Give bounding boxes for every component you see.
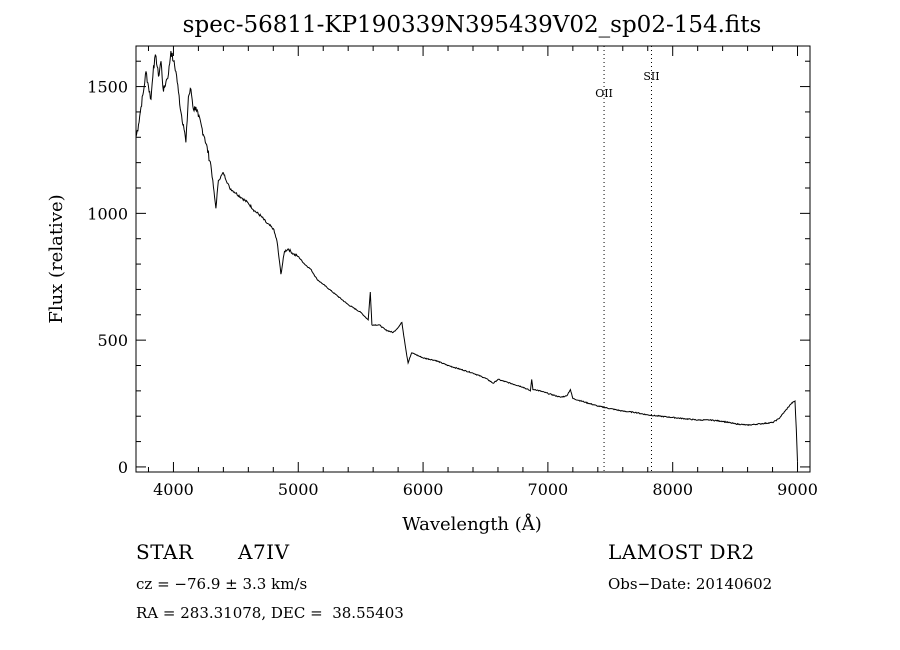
annotation-label: OII — [595, 87, 613, 100]
annotation-label: SII — [643, 70, 659, 83]
x-axis: 4000 5000 6000 7000 8000 9000 — [147, 46, 818, 499]
chart-title: spec-56811-KP190339N395439V02_sp02-154.f… — [183, 12, 762, 38]
plot-frame — [135, 45, 811, 473]
y-tick-label: 1500 — [87, 78, 128, 97]
x-tick-label: 8000 — [652, 480, 693, 499]
y-axis-label: Flux (relative) — [46, 194, 67, 323]
x-tick-label: 5000 — [278, 480, 319, 499]
x-tick-label: 6000 — [403, 480, 444, 499]
coordinates: RA = 283.31078, DEC = 38.55403 — [136, 604, 404, 622]
x-tick-label: 9000 — [777, 480, 818, 499]
x-tick-label: 7000 — [528, 480, 569, 499]
x-axis-label: Wavelength (Å) — [402, 513, 542, 535]
y-axis: 0 500 1000 1500 — [87, 60, 810, 477]
survey-name: LAMOST DR2 — [608, 540, 755, 564]
spectrum-line — [135, 51, 798, 462]
y-tick-label: 1000 — [87, 204, 128, 223]
object-type: STAR — [136, 540, 194, 564]
y-tick-label: 0 — [118, 458, 128, 477]
line-annotations: OII SII — [595, 46, 660, 472]
subclass: A7IV — [238, 540, 290, 564]
y-tick-label: 500 — [97, 331, 128, 350]
x-tick-label: 4000 — [153, 480, 194, 499]
redshift-cz: cz = −76.9 ± 3.3 km/s — [136, 575, 308, 593]
obs-date: Obs−Date: 20140602 — [608, 575, 773, 593]
